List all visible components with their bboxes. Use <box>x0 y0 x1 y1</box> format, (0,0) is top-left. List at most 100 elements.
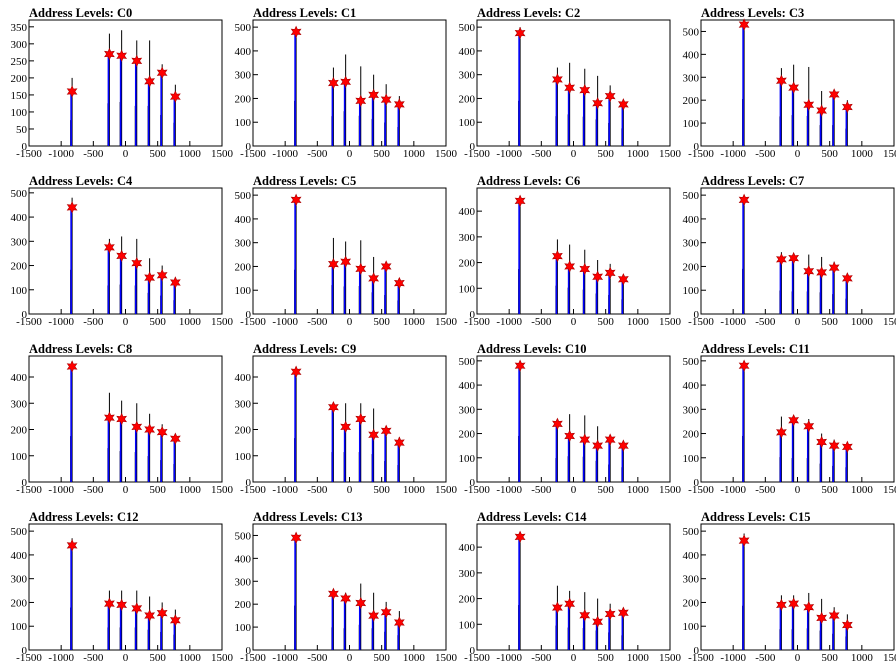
peak-marker <box>355 262 367 276</box>
chart-panel: Address Levels: C10100200300400500-1500-… <box>235 6 458 160</box>
y-tick-label: 100 <box>11 451 28 463</box>
x-tick-label: 500 <box>821 652 838 664</box>
y-tick-label: 0 <box>246 477 252 489</box>
peak-marker <box>290 193 302 207</box>
y-tick-label: 200 <box>459 429 476 441</box>
y-tick-label: 0 <box>22 309 28 321</box>
peak-marker <box>380 605 392 619</box>
peak-marker <box>776 426 787 439</box>
chart-title: Address Levels: C5 <box>253 174 356 188</box>
peak-marker <box>579 83 591 97</box>
x-tick-label: 1000 <box>179 148 202 160</box>
peak-marker <box>828 261 840 274</box>
x-tick-label: -500 <box>83 484 104 496</box>
peak-marker <box>841 618 853 632</box>
peak-marker <box>156 269 168 282</box>
x-tick-label: 500 <box>373 316 390 328</box>
x-tick-label: 0 <box>347 148 353 160</box>
x-tick-label: -1500 <box>688 652 714 664</box>
y-tick-label: 250 <box>11 56 28 68</box>
peak-marker <box>776 598 787 612</box>
y-tick-label: 0 <box>694 309 700 321</box>
y-tick-label: 0 <box>22 477 28 489</box>
x-tick-label: 500 <box>373 652 390 664</box>
y-tick-label: 100 <box>235 117 252 129</box>
y-tick-label: 300 <box>683 574 700 586</box>
peak-marker <box>828 609 840 622</box>
y-tick-label: 400 <box>235 46 252 58</box>
y-tick-label: 200 <box>235 261 252 273</box>
peak-marker <box>564 429 576 443</box>
x-tick-label: -1500 <box>464 148 490 160</box>
peak-marker <box>788 81 800 94</box>
peak-marker <box>328 76 339 90</box>
peak-marker <box>393 616 405 629</box>
y-tick-label: 400 <box>11 372 28 384</box>
peak-marker <box>803 264 815 278</box>
y-tick-label: 200 <box>11 597 28 609</box>
peak-marker <box>340 592 352 605</box>
y-tick-label: 0 <box>470 645 476 657</box>
peak-marker <box>290 25 302 39</box>
y-tick-label: 200 <box>11 261 28 273</box>
peak-marker <box>514 530 526 544</box>
y-tick-label: 100 <box>459 453 476 465</box>
x-tick-label: 500 <box>597 316 614 328</box>
peak-marker <box>776 253 787 266</box>
y-tick-label: 500 <box>11 188 28 200</box>
y-tick-label: 300 <box>11 398 28 410</box>
peak-marker <box>579 433 591 446</box>
x-tick-label: -500 <box>83 316 104 328</box>
peak-marker <box>579 609 591 622</box>
peak-marker <box>816 611 828 625</box>
x-tick-label: -500 <box>307 484 328 496</box>
peak-marker <box>355 412 367 426</box>
peak-marker <box>340 420 352 434</box>
y-tick-label: 400 <box>683 380 700 392</box>
x-tick-label: -1000 <box>272 484 298 496</box>
x-tick-label: 1500 <box>659 316 682 328</box>
x-tick-label: 1500 <box>211 148 234 160</box>
x-tick-label: 0 <box>795 316 801 328</box>
peak-marker <box>592 439 604 452</box>
y-tick-label: 500 <box>235 190 252 202</box>
peak-marker <box>104 47 115 61</box>
peak-marker <box>144 609 156 622</box>
chart-panel: Address Levels: C20100200300400500-1500-… <box>459 6 682 160</box>
x-tick-label: -1000 <box>496 316 522 328</box>
peak-marker <box>368 609 380 622</box>
peak-marker <box>393 98 405 111</box>
peak-marker <box>169 432 181 445</box>
x-tick-label: 1000 <box>179 652 202 664</box>
peak-marker <box>617 606 629 619</box>
chart-title: Address Levels: C1 <box>253 6 356 20</box>
peak-marker <box>564 81 576 94</box>
x-tick-label: 1000 <box>179 316 202 328</box>
x-tick-label: 0 <box>123 316 129 328</box>
x-tick-label: 0 <box>123 652 129 664</box>
x-tick-label: -1000 <box>496 652 522 664</box>
chart-title: Address Levels: C0 <box>29 6 132 20</box>
peak-marker <box>788 597 800 610</box>
peak-marker <box>131 54 143 68</box>
peak-marker <box>131 420 143 434</box>
x-tick-label: 1000 <box>627 484 650 496</box>
x-tick-label: 1500 <box>435 148 458 160</box>
x-tick-label: 0 <box>123 484 129 496</box>
x-tick-label: 1000 <box>627 148 650 160</box>
y-tick-label: 150 <box>11 90 28 102</box>
peak-marker <box>816 104 828 117</box>
x-tick-label: 1500 <box>883 316 896 328</box>
x-tick-label: -1000 <box>496 484 522 496</box>
x-tick-label: 500 <box>821 148 838 160</box>
plot-frame <box>252 187 447 315</box>
x-tick-label: 1000 <box>403 652 426 664</box>
y-tick-label: 0 <box>246 141 252 153</box>
x-tick-label: -500 <box>755 148 776 160</box>
peak-marker <box>368 88 380 102</box>
peak-marker <box>564 597 576 610</box>
chart-panel: Address Levels: C10 0 100 200 300 400 500 -1500… <box>459 342 682 496</box>
x-tick-label: 1000 <box>851 652 874 664</box>
chart-title: Address Levels: C8 <box>29 342 132 356</box>
